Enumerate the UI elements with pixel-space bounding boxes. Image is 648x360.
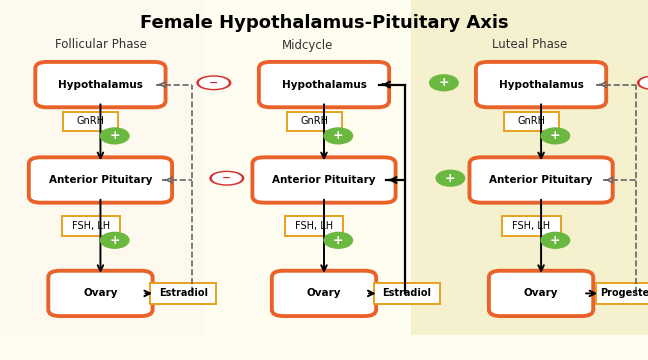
Circle shape (324, 128, 353, 144)
FancyBboxPatch shape (29, 157, 172, 203)
Text: +: + (333, 129, 343, 143)
FancyBboxPatch shape (502, 216, 561, 236)
Text: Luteal Phase: Luteal Phase (492, 39, 568, 51)
Text: Ovary: Ovary (83, 288, 118, 298)
Text: Estradiol: Estradiol (382, 288, 432, 298)
Text: Midcycle: Midcycle (282, 39, 334, 51)
Text: +: + (439, 76, 449, 89)
FancyBboxPatch shape (272, 271, 376, 316)
Text: Anterior Pituitary: Anterior Pituitary (489, 175, 593, 185)
FancyBboxPatch shape (150, 283, 216, 304)
FancyBboxPatch shape (374, 283, 440, 304)
Circle shape (541, 128, 570, 144)
Text: Estradiol: Estradiol (159, 288, 208, 298)
Circle shape (100, 128, 129, 144)
Text: +: + (110, 129, 120, 143)
FancyBboxPatch shape (0, 0, 204, 335)
Text: Hypothalamus: Hypothalamus (282, 80, 366, 90)
Ellipse shape (210, 171, 244, 185)
Circle shape (541, 233, 570, 248)
Circle shape (100, 233, 129, 248)
Text: +: + (110, 234, 120, 247)
Text: +: + (550, 234, 561, 247)
Text: Ovary: Ovary (307, 288, 341, 298)
Text: Anterior Pituitary: Anterior Pituitary (49, 175, 152, 185)
Text: FSH, LH: FSH, LH (72, 221, 110, 231)
Ellipse shape (638, 76, 648, 90)
Text: GnRH: GnRH (300, 117, 329, 126)
Text: Hypothalamus: Hypothalamus (58, 80, 143, 90)
Text: −: − (209, 78, 218, 88)
FancyBboxPatch shape (204, 0, 411, 335)
FancyBboxPatch shape (62, 216, 120, 236)
Text: FSH, LH: FSH, LH (295, 221, 333, 231)
Circle shape (324, 233, 353, 248)
Text: GnRH: GnRH (76, 117, 105, 126)
Ellipse shape (640, 77, 648, 88)
FancyBboxPatch shape (476, 62, 606, 107)
FancyBboxPatch shape (504, 112, 559, 131)
Text: Ovary: Ovary (524, 288, 559, 298)
Circle shape (430, 75, 458, 91)
Text: Progesterone: Progesterone (600, 288, 648, 298)
FancyBboxPatch shape (489, 271, 594, 316)
Ellipse shape (200, 77, 228, 88)
FancyBboxPatch shape (469, 157, 612, 203)
FancyBboxPatch shape (285, 216, 343, 236)
Text: +: + (550, 129, 561, 143)
Text: GnRH: GnRH (517, 117, 546, 126)
Text: +: + (445, 172, 456, 185)
FancyBboxPatch shape (596, 283, 648, 304)
FancyBboxPatch shape (35, 62, 165, 107)
Text: Hypothalamus: Hypothalamus (499, 80, 583, 90)
Ellipse shape (213, 173, 241, 184)
FancyBboxPatch shape (286, 112, 342, 131)
Text: Anterior Pituitary: Anterior Pituitary (272, 175, 376, 185)
Text: +: + (333, 234, 343, 247)
FancyBboxPatch shape (411, 0, 648, 335)
FancyBboxPatch shape (252, 157, 395, 203)
Text: −: − (222, 173, 231, 183)
FancyBboxPatch shape (63, 112, 118, 131)
Circle shape (436, 170, 465, 186)
Ellipse shape (197, 76, 231, 90)
FancyBboxPatch shape (48, 271, 152, 316)
Text: Follicular Phase: Follicular Phase (54, 39, 146, 51)
Text: FSH, LH: FSH, LH (513, 221, 550, 231)
Text: Female Hypothalamus-Pituitary Axis: Female Hypothalamus-Pituitary Axis (140, 14, 508, 32)
FancyBboxPatch shape (259, 62, 389, 107)
